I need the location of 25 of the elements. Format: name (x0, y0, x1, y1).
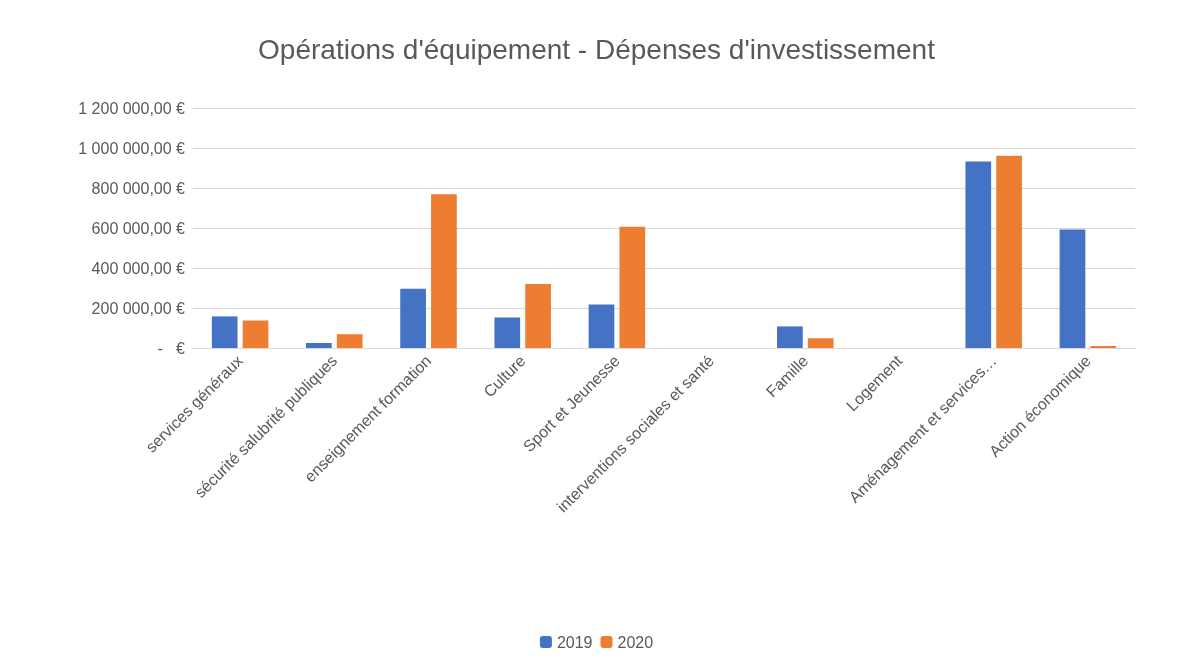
bar (242, 320, 269, 348)
y-tick-label: 400 000,00 € (91, 259, 186, 277)
bar (211, 316, 238, 348)
bar (431, 194, 457, 348)
bar (1059, 229, 1086, 348)
bar (588, 304, 615, 348)
bar (965, 161, 992, 348)
y-tick-label: 200 000,00 € (91, 299, 186, 317)
bar (306, 343, 332, 348)
bar (336, 334, 363, 348)
bar (494, 317, 521, 348)
y-tick-label: 800 000,00 € (91, 179, 186, 197)
legend-label: 2020 (617, 633, 654, 651)
legend-label: 2019 (556, 633, 593, 651)
chart-title: Opérations d'équipement - Dépenses d'investissement (258, 33, 936, 65)
bar (400, 288, 426, 348)
bar (525, 284, 551, 348)
bar (619, 226, 646, 348)
y-tick-label: - € (157, 339, 186, 357)
y-tick-label: 1 000 000,00 € (78, 139, 186, 157)
bar (807, 338, 834, 348)
y-tick-label: 1 200 000,00 € (78, 99, 186, 117)
y-tick-label: 600 000,00 € (91, 219, 186, 237)
bar (777, 326, 803, 348)
bar (996, 155, 1022, 348)
